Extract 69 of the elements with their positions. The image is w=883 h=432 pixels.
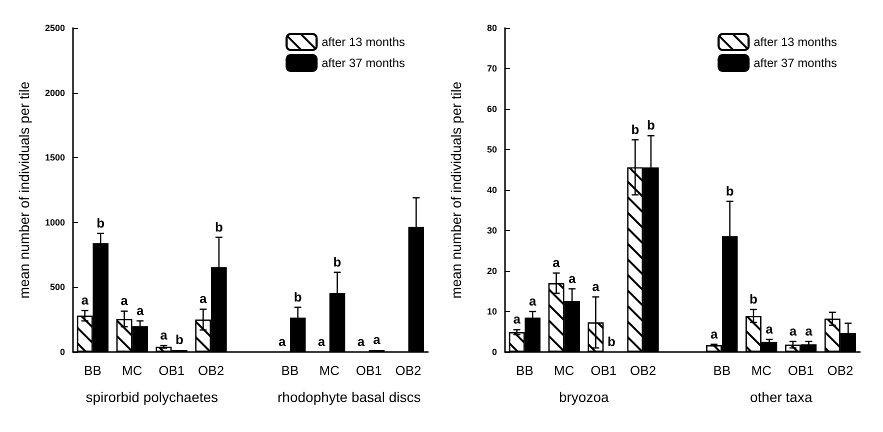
y-axis-title: mean number of individuals per tile [448, 81, 464, 299]
x-tick-label: OB1 [590, 363, 617, 378]
data-label: a [766, 321, 774, 336]
text: spirorbid polychaetes [86, 389, 218, 405]
text: bryozoa [558, 389, 610, 405]
data-label: a [528, 294, 537, 308]
x-tick-label: OB1 [356, 363, 382, 378]
data-label: a [357, 334, 366, 349]
x-tick-label: OB2 [630, 363, 656, 378]
legend-label: after 13 months [322, 35, 406, 49]
data-label: b [214, 219, 223, 234]
data-label: a [278, 334, 286, 349]
legend-label: after 13 months [754, 35, 838, 49]
y-tick-label: 50 [486, 144, 497, 154]
data-label: a [200, 291, 208, 306]
x-tick-label: OB2 [827, 363, 854, 378]
y-tick-label: 80 [486, 23, 497, 33]
x-tick-label: OB2 [198, 363, 224, 378]
data-label: b [750, 291, 758, 306]
data-label: a [513, 312, 522, 327]
data-label: a [318, 334, 326, 349]
data-label: a [805, 323, 814, 338]
x-tick-label: OB1 [158, 363, 185, 378]
y-tick-label: 30 [486, 226, 497, 236]
data-label: a [373, 332, 382, 348]
data-label: b [96, 215, 105, 230]
y-tick-label: 70 [486, 64, 497, 74]
data-label: a [160, 328, 168, 343]
data-label: b [646, 118, 655, 133]
data-label: a [136, 302, 144, 318]
data-label: b [726, 183, 734, 198]
data-label: b [333, 254, 342, 270]
data-label: b [294, 289, 302, 304]
x-tick-label: MC [554, 363, 574, 378]
text: rhodophyte basal discs [278, 389, 421, 405]
y-tick-label: 20 [486, 266, 497, 276]
x-tick-label: MC [319, 363, 340, 378]
legend-label: after 37 months [322, 56, 406, 70]
y-tick-label: 40 [486, 185, 497, 195]
y-tick-label: 0 [60, 347, 65, 357]
data-label: a [568, 270, 576, 286]
data-label: b [176, 332, 184, 348]
x-tick-label: BB [84, 363, 102, 378]
y-tick-label: 2500 [44, 23, 65, 33]
data-label: a [710, 326, 718, 342]
data-label: a [120, 293, 129, 308]
y-tick-label: 60 [486, 104, 497, 114]
x-tick-label: MC [122, 363, 142, 378]
legend-label: after 37 months [754, 56, 838, 70]
y-tick-label: 0 [492, 347, 497, 357]
x-tick-label: OB1 [788, 363, 814, 378]
y-axis-title: mean number of individuals per tile [16, 81, 32, 299]
data-label: a [552, 255, 561, 270]
y-tick-label: 1500 [44, 152, 65, 163]
data-label: b [631, 122, 640, 137]
x-tick-label: BB [713, 363, 731, 378]
data-label: a [789, 323, 798, 338]
data-label: a [81, 292, 90, 308]
x-tick-label: BB [281, 363, 299, 378]
x-tick-label: BB [516, 363, 534, 378]
y-tick-label: 2000 [44, 88, 65, 98]
x-tick-label: OB2 [395, 363, 422, 378]
x-tick-label: MC [751, 363, 772, 378]
text: other taxa [750, 389, 812, 405]
y-tick-label: 10 [486, 306, 497, 316]
y-tick-label: 500 [50, 282, 65, 292]
data-label: a [592, 278, 600, 294]
data-label: b [608, 334, 616, 349]
y-tick-label: 1000 [44, 217, 65, 228]
